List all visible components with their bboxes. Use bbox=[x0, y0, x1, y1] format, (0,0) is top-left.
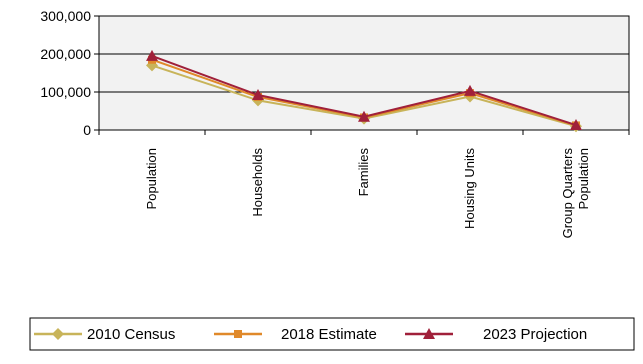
y-tick-label: 200,000 bbox=[40, 46, 91, 62]
gridlines bbox=[99, 15, 629, 131]
legend-label: 2010 Census bbox=[87, 326, 175, 343]
legend-marker bbox=[423, 328, 435, 339]
x-category-label: Households bbox=[250, 148, 265, 217]
x-category-label: Housing Units bbox=[462, 148, 477, 229]
series-group bbox=[146, 49, 582, 133]
legend-entry: 2010 Census bbox=[34, 326, 175, 343]
legend-entry: 2018 Estimate bbox=[214, 326, 377, 343]
x-category-label: Population bbox=[144, 148, 159, 209]
legend-marker bbox=[234, 330, 242, 338]
data-point bbox=[464, 84, 476, 96]
y-tick-label: 0 bbox=[83, 122, 91, 138]
data-point bbox=[570, 119, 582, 131]
data-point bbox=[146, 49, 158, 61]
legend-label: 2023 Projection bbox=[483, 326, 587, 343]
legend-marker bbox=[52, 328, 64, 340]
legend-box bbox=[29, 317, 635, 351]
y-tick-label: 300,000 bbox=[40, 8, 91, 24]
data-point bbox=[358, 110, 370, 122]
legend: 2010 Census 2018 Estimate 2023 Projection bbox=[29, 317, 635, 351]
legend-entry: 2023 Projection bbox=[405, 326, 587, 343]
x-category-label: Group Quarters bbox=[560, 148, 575, 239]
x-category-label: Families bbox=[356, 148, 371, 197]
data-point bbox=[252, 89, 264, 101]
legend-label: 2018 Estimate bbox=[281, 326, 377, 343]
y-tick-label: 100,000 bbox=[40, 84, 91, 100]
y-axis: 0 100,000 200,000 300,000 bbox=[40, 8, 99, 138]
series-2023-projection bbox=[146, 49, 582, 131]
x-category-label: Population bbox=[576, 148, 591, 209]
x-axis: Population Households Families Housing Unit… bbox=[98, 130, 630, 239]
